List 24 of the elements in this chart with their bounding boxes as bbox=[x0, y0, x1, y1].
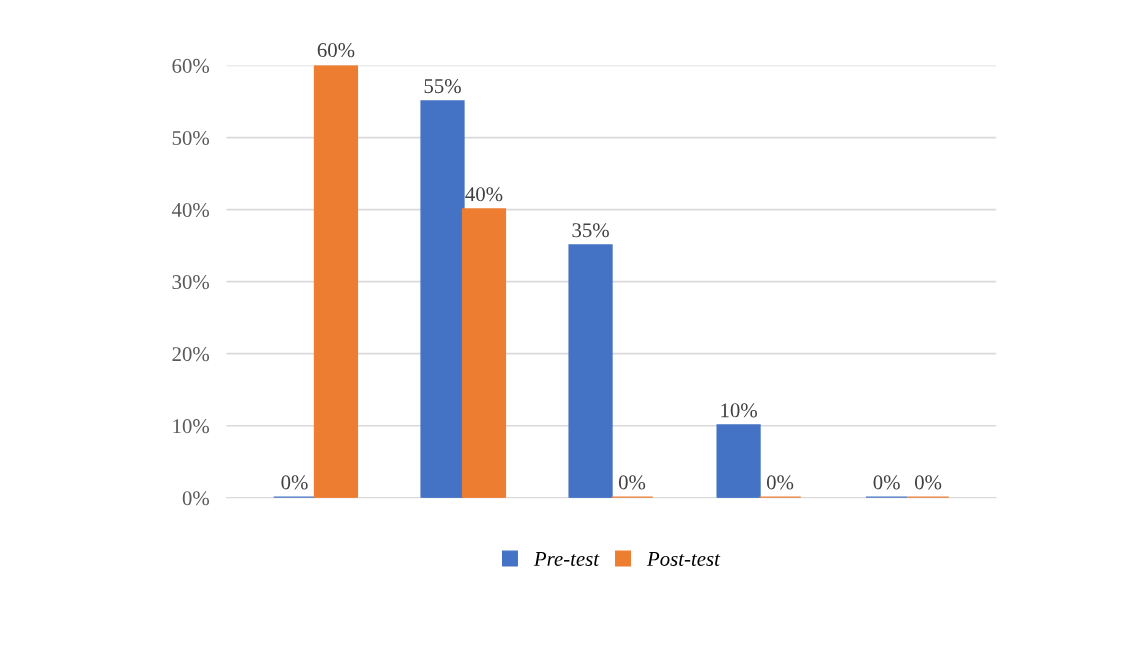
data-label: 0% bbox=[766, 475, 794, 490]
data-label: 55% bbox=[424, 79, 461, 94]
y-tick-label: 10% bbox=[173, 419, 210, 434]
data-label: 0% bbox=[914, 475, 942, 490]
y-tick-label: 30% bbox=[172, 275, 210, 290]
y-tick-label: 40% bbox=[171, 202, 210, 218]
data-label: 10% bbox=[721, 403, 757, 418]
data-label: 0% bbox=[281, 475, 308, 490]
data-label: 40% bbox=[465, 187, 503, 202]
y-tick-label: 50% bbox=[172, 130, 210, 146]
y-tick-label: 20% bbox=[172, 347, 210, 362]
y-tick-label: 60% bbox=[172, 58, 210, 73]
data-label: 0% bbox=[873, 475, 900, 490]
data-label: 60% bbox=[317, 43, 355, 58]
legend-label: Post-test bbox=[646, 552, 721, 566]
bar bbox=[716, 424, 761, 498]
data-label: 35% bbox=[572, 223, 609, 238]
data-label: 0% bbox=[618, 475, 646, 490]
bar bbox=[461, 208, 507, 498]
bar bbox=[313, 65, 359, 498]
bar bbox=[568, 244, 613, 498]
bar bbox=[420, 100, 465, 498]
legend-label: Pre-test bbox=[533, 552, 600, 566]
y-tick-label: 0% bbox=[182, 491, 210, 506]
